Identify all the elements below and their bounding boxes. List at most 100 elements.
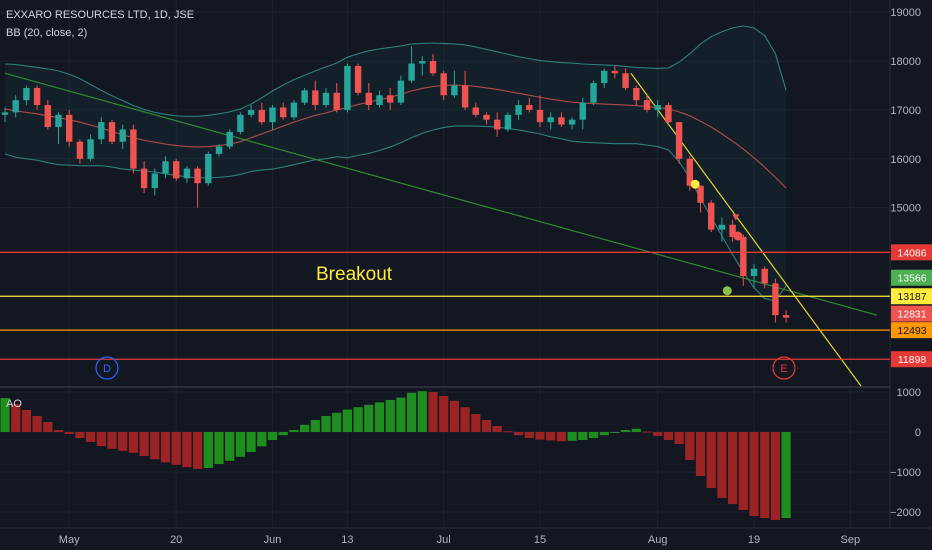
ao-bar bbox=[171, 432, 181, 465]
ao-bar bbox=[86, 432, 96, 442]
time-tick-label: Jun bbox=[264, 534, 282, 546]
candle-body bbox=[643, 100, 651, 110]
ao-bar bbox=[439, 396, 449, 432]
candle-body bbox=[547, 117, 554, 123]
candle-body bbox=[280, 107, 287, 118]
ao-bar bbox=[310, 420, 320, 432]
price-tick-label: 15000 bbox=[890, 203, 921, 215]
green-dot-marker bbox=[722, 286, 732, 296]
candle-body bbox=[12, 100, 19, 113]
candle-body bbox=[526, 105, 533, 110]
ao-bar bbox=[75, 432, 85, 438]
ao-bar bbox=[653, 432, 663, 436]
label-d-marker: D bbox=[95, 356, 119, 380]
candle-body bbox=[536, 109, 544, 123]
candle-body bbox=[269, 107, 276, 123]
candle-body bbox=[1, 112, 9, 115]
svg-text:D: D bbox=[103, 363, 111, 375]
ao-bar bbox=[128, 432, 138, 453]
ao-bar bbox=[267, 432, 278, 440]
price-tag-box bbox=[891, 322, 932, 339]
ao-bar bbox=[246, 432, 256, 452]
candle-body bbox=[205, 153, 212, 184]
candle-body bbox=[408, 63, 415, 81]
grid-lines bbox=[0, 0, 932, 529]
ao-bar bbox=[428, 392, 438, 432]
candle-body bbox=[322, 92, 330, 106]
ao-bar bbox=[364, 404, 374, 432]
ao-bar bbox=[160, 432, 171, 463]
candle-body bbox=[290, 102, 298, 118]
ao-bar bbox=[578, 432, 588, 440]
candle-body bbox=[558, 117, 565, 125]
candle-body bbox=[440, 73, 447, 96]
ao-bar bbox=[396, 397, 406, 432]
candle-body bbox=[708, 202, 715, 230]
candle-body bbox=[397, 80, 405, 103]
ao-bar bbox=[685, 432, 695, 460]
candle-body bbox=[429, 61, 437, 74]
candle-body bbox=[344, 65, 351, 110]
candle-body bbox=[98, 122, 105, 140]
price-tag-label: 12831 bbox=[897, 309, 926, 321]
candle-body bbox=[675, 122, 683, 159]
time-tick-label: 13 bbox=[341, 534, 353, 546]
candle-body bbox=[44, 105, 51, 128]
candle-body bbox=[718, 224, 726, 230]
time-tick-label: Aug bbox=[648, 534, 668, 546]
candle-body bbox=[451, 85, 458, 96]
candle-body bbox=[697, 185, 704, 203]
ao-indicator-legend[interactable]: AO bbox=[6, 398, 22, 410]
ao-bar bbox=[21, 410, 31, 432]
time-tick-label: 15 bbox=[534, 534, 546, 546]
ao-bar bbox=[449, 400, 459, 432]
price-tick-label: 18000 bbox=[890, 56, 921, 68]
ao-bar bbox=[225, 432, 235, 461]
awesome-oscillator bbox=[0, 391, 791, 520]
candle-body bbox=[782, 315, 790, 318]
candle-body bbox=[483, 114, 490, 120]
candle-body bbox=[162, 161, 169, 174]
bollinger-bands bbox=[4, 25, 787, 302]
ao-bar bbox=[32, 416, 42, 432]
candle-body bbox=[151, 173, 158, 189]
candle-body bbox=[654, 105, 661, 110]
ao-bar bbox=[278, 432, 288, 436]
time-tick-label: Sep bbox=[841, 534, 861, 546]
ao-bar bbox=[342, 409, 352, 432]
candle-body bbox=[23, 87, 30, 101]
candle-body bbox=[247, 109, 255, 115]
price-tag-label: 12493 bbox=[897, 325, 926, 337]
candle-body bbox=[729, 224, 736, 237]
axes: 15000 16000 17000 18000 19000 −2000 −1000 0 1000… bbox=[59, 7, 932, 546]
ao-bar bbox=[610, 432, 620, 433]
price-tag-box bbox=[891, 305, 932, 322]
trend-lines bbox=[4, 72, 878, 387]
bb-indicator-legend[interactable]: BB (20, close, 2) bbox=[6, 27, 88, 39]
candle-body bbox=[108, 122, 116, 142]
price-tag-box bbox=[891, 269, 932, 286]
candle-body bbox=[494, 119, 501, 130]
candle-body bbox=[579, 102, 586, 120]
ao-bar bbox=[621, 430, 631, 432]
ao-bar bbox=[471, 414, 481, 432]
ao-bar bbox=[193, 432, 203, 469]
candle-body bbox=[215, 146, 223, 154]
candle-body bbox=[387, 95, 394, 103]
red-dot-marker bbox=[733, 231, 743, 241]
ao-bar bbox=[546, 432, 556, 441]
price-tick-label: 16000 bbox=[890, 154, 921, 166]
price-tick-label: 17000 bbox=[890, 105, 921, 117]
candle-body bbox=[33, 87, 41, 106]
candle-body bbox=[633, 87, 640, 101]
candle-body bbox=[226, 131, 233, 147]
ao-bar bbox=[738, 432, 748, 510]
price-tag-box bbox=[891, 351, 932, 368]
ao-bar bbox=[118, 432, 128, 451]
down-arrow-marker bbox=[732, 214, 740, 221]
time-tick-label: Jul bbox=[437, 534, 451, 546]
ao-bar bbox=[588, 432, 599, 438]
candle-body bbox=[140, 168, 148, 189]
time-tick-label: 20 bbox=[170, 534, 182, 546]
